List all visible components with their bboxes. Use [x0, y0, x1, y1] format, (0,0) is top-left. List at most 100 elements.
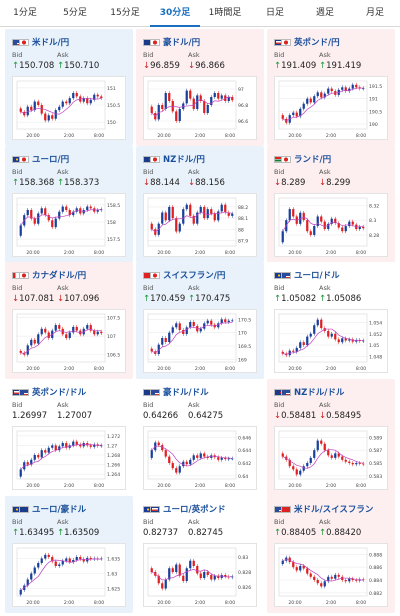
x-tick-label: 8:00 [94, 133, 104, 139]
candle-body [192, 322, 195, 326]
moving-average-line [20, 208, 102, 226]
arrow-down-icon: ↓ [188, 178, 196, 188]
candle-body [33, 339, 36, 344]
rate-card[interactable]: ユーロ/ドル Bid Ask ↑1.05082 ↑1.05086 1.054 1.052 1.… [267, 262, 395, 379]
candlestick-chart[interactable]: 170.5 170 169.5 169 20:00 2:00 8:00 [143, 309, 257, 373]
tab-timeframe[interactable]: 週足 [315, 8, 334, 18]
candle-body [292, 466, 295, 470]
plot-frame [278, 80, 368, 130]
x-tick-label: 8:00 [356, 366, 366, 372]
rate-card[interactable]: 英ポンド/円 Bid Ask ↑191.409 ↑191.419 191.5 191 190.… [267, 29, 395, 146]
candle-body [185, 90, 188, 104]
ask-label: Ask [188, 518, 200, 526]
bid-value: 0.82737 [143, 528, 179, 538]
x-tick-label: 20:00 [157, 133, 170, 139]
candle-body [292, 562, 295, 568]
tab-timeframe[interactable]: 1時間足 [208, 8, 242, 18]
y-tick-label: 0.64 [238, 474, 248, 480]
moving-average-line [151, 445, 233, 467]
candle-body [89, 325, 92, 331]
currency-pair-title[interactable]: NZドル/ドル [274, 386, 344, 398]
tab-timeframe[interactable]: 5分足 [63, 8, 87, 18]
rate-card[interactable]: 米ドル/スイスフラン Bid Ask ↑0.88405 ↑0.88420 0.888 0.8… [267, 496, 395, 613]
tab-timeframe[interactable]: 月足 [365, 8, 384, 18]
currency-pair-title[interactable]: NZドル/円 [143, 153, 205, 165]
currency-pair-title[interactable]: ユーロ/円 [12, 153, 69, 165]
chart-svg: 88.2 88.1 88 87.9 20:00 2:00 8:00 [147, 197, 248, 256]
x-tick-label: 8:00 [94, 250, 104, 256]
tab-timeframe[interactable]: 日足 [265, 8, 284, 18]
candle-body [26, 210, 29, 216]
rate-card[interactable]: NZドル/円 Bid Ask ↓88.144 ↓88.156 88.2 88.1 88 87.9… [136, 146, 264, 263]
candlestick-chart[interactable]: 158.5 158 157.5 20:00 2:00 8:00 [12, 193, 126, 257]
arrow-up-icon: ↑ [57, 178, 65, 188]
candle-body [203, 323, 206, 329]
rate-card[interactable]: ユーロ/英ポンド Bid Ask 0.82737 0.82745 0.83 0.828 0.8… [136, 496, 264, 613]
currency-pair-title[interactable]: ランド/円 [274, 153, 331, 165]
candlestick-chart[interactable]: 1.054 1.052 1.05 1.048 20:00 2:00 8:00 [274, 309, 388, 373]
candlestick-chart[interactable]: 8.32 8.3 8.28 20:00 2:00 8:00 [274, 193, 388, 257]
candle-body [334, 333, 337, 340]
currency-pair-label: ユーロ/円 [32, 155, 70, 165]
candle-body [58, 564, 61, 566]
candle-body [227, 212, 230, 216]
x-tick-label: 8:00 [225, 483, 235, 489]
candlestick-chart[interactable]: 107.5 107 106.5 20:00 2:00 8:00 [12, 309, 126, 373]
timeframe-tabs: 1分足 5分足 15分足 30分足 1時間足 日足 週足 月足 [0, 0, 400, 27]
candlestick-chart[interactable]: 0.83 0.828 0.826 20:00 2:00 8:00 [143, 543, 257, 607]
rate-card[interactable]: ランド/円 Bid Ask ↓8.289 ↓8.299 8.32 8.3 8.28 20:00 2… [267, 146, 395, 263]
arrow-up-icon: ↑ [274, 528, 282, 538]
candle-body [227, 458, 230, 460]
ask-value: 170.475 [195, 294, 231, 304]
rate-card[interactable]: 英ポンド/ドル Bid Ask 1.26997 1.27007 1.272 1.27 1.26… [5, 379, 133, 496]
rate-card[interactable]: 米ドル/円 Bid Ask ↑150.708 ↑150.710 151 150.5 150 20… [5, 29, 133, 146]
rate-card[interactable]: 豪ドル/円 Bid Ask ↓96.859 ↓96.866 97 96.8 96.6 20:00… [136, 29, 264, 146]
rate-card[interactable]: 豪ドル/ドル Bid Ask 0.64266 0.64275 0.646 0.644 0.64… [136, 379, 264, 496]
bid-value: 0.64266 [143, 411, 179, 421]
rate-card[interactable]: カナダドル/円 Bid Ask ↓107.081 ↓107.096 107.5 107 106… [5, 262, 133, 379]
y-tick-label: 0.828 [238, 570, 251, 576]
y-tick-label: 1.05 [369, 343, 379, 349]
rate-card[interactable]: NZドル/ドル Bid Ask ↓0.58481 ↓0.58495 0.589 0.587 0… [267, 379, 395, 496]
rate-card[interactable]: スイスフラン/円 Bid Ask ↑170.459 ↑170.475 170.5 170 16… [136, 262, 264, 379]
currency-pair-title[interactable]: 豪ドル/円 [143, 36, 200, 48]
candlestick-chart[interactable]: 1.272 1.27 1.268 1.266 1.264 20:00 2:00 8:00 [12, 426, 126, 490]
candle-body [210, 209, 213, 214]
tab-timeframe[interactable]: 1分足 [13, 8, 37, 18]
tab-timeframe[interactable]: 15分足 [110, 8, 140, 18]
currency-pair-title[interactable]: カナダドル/円 [12, 269, 86, 281]
ask-label: Ask [188, 284, 200, 292]
currency-pair-title[interactable]: 豪ドル/ドル [143, 386, 209, 398]
currency-pair-label: 豪ドル/円 [163, 38, 201, 48]
arrow-down-icon: ↓ [12, 294, 20, 304]
currency-pair-title[interactable]: スイスフラン/円 [143, 269, 225, 281]
y-tick-label: 87.9 [238, 238, 248, 244]
currency-pair-title[interactable]: ユーロ/ドル [274, 269, 340, 281]
candlestick-chart[interactable]: 151 150.5 150 20:00 2:00 8:00 [12, 76, 126, 140]
candlestick-chart[interactable]: 88.2 88.1 88 87.9 20:00 2:00 8:00 [143, 193, 257, 257]
currency-pair-title[interactable]: 米ドル/円 [12, 36, 69, 48]
candlestick-chart[interactable]: 97 96.8 96.6 20:00 2:00 8:00 [143, 76, 257, 140]
arrow-down-icon: ↓ [319, 411, 327, 421]
y-tick-label: 170 [238, 331, 247, 337]
candle-body [227, 97, 230, 101]
candlestick-chart[interactable]: 0.888 0.886 0.884 0.882 20:00 2:00 8:00 [274, 543, 388, 607]
currency-pair-title[interactable]: ユーロ/英ポンド [143, 503, 226, 515]
candlestick-chart[interactable]: 0.589 0.587 0.585 0.583 20:00 2:00 8:00 [274, 426, 388, 490]
currency-pair-title[interactable]: 英ポンド/円 [274, 36, 340, 48]
candlestick-chart[interactable]: 0.646 0.644 0.642 0.64 20:00 2:00 8:00 [143, 426, 257, 490]
candlestick-chart[interactable]: 191.5 191 190.5 190 20:00 2:00 8:00 [274, 76, 388, 140]
candle-body [344, 580, 347, 582]
currency-pair-title[interactable]: ユーロ/豪ドル [12, 503, 86, 515]
currency-pair-title[interactable]: 英ポンド/ドル [12, 386, 86, 398]
currency-pair-title[interactable]: 米ドル/スイスフラン [274, 503, 373, 515]
rate-card[interactable]: ユーロ/円 Bid Ask ↑158.368 ↑158.373 158.5 158 157.5… [5, 146, 133, 263]
tab-timeframe[interactable]: 30分足 [150, 0, 200, 27]
candle-body [164, 579, 167, 589]
rate-card[interactable]: ユーロ/豪ドル Bid Ask ↑1.63495 ↑1.63509 1.635 1.63 1.… [5, 496, 133, 613]
y-tick-label: 0.83 [238, 555, 248, 561]
bid-price: ↓107.081 [12, 294, 54, 304]
candle-body [302, 103, 305, 109]
candlestick-chart[interactable]: 1.635 1.63 1.625 20:00 2:00 8:00 [12, 543, 126, 607]
candle-body [86, 206, 89, 210]
